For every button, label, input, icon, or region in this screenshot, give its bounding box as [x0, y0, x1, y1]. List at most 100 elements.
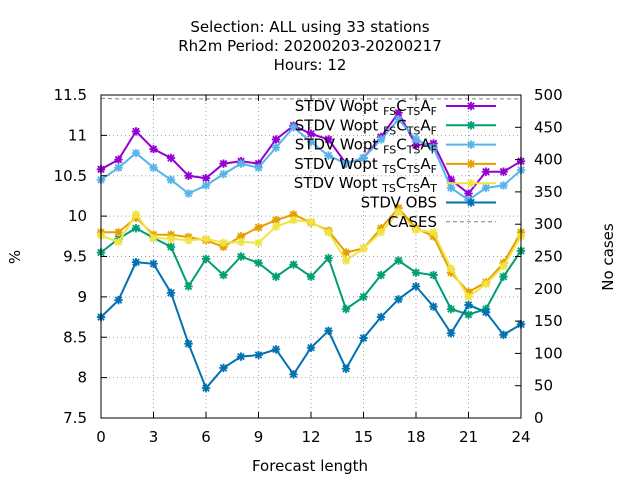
- data-point-series-5: [341, 256, 351, 265]
- legend-label-part: C: [396, 97, 406, 115]
- y-tick-label: 10.5: [54, 167, 87, 185]
- legend-label-part: F: [431, 144, 437, 157]
- data-point-series-5: [149, 233, 158, 243]
- data-point-series-2: [289, 260, 298, 269]
- data-point-series-6: [114, 295, 123, 305]
- data-point-series-2: [341, 304, 351, 314]
- legend-label-part: A: [420, 136, 431, 154]
- x-tick-label: 9: [254, 428, 264, 446]
- legend-entry-3: STDV Wopt FSCTSAF: [295, 136, 437, 157]
- data-point-series-2: [306, 272, 316, 281]
- data-point-series-1: [271, 135, 281, 144]
- data-point-series-4: [464, 287, 473, 297]
- data-point-series-1: [499, 167, 508, 176]
- legend-entry-6: STDV OBS: [361, 194, 437, 212]
- data-point-series-5: [184, 236, 193, 245]
- data-point-series-5: [324, 228, 333, 237]
- legend-marker-5: [466, 179, 476, 188]
- data-point-series-6: [481, 308, 491, 317]
- legend-label-part: FS: [383, 144, 396, 157]
- data-point-series-5: [359, 244, 368, 253]
- data-point-series-3: [341, 159, 351, 168]
- legend-label-part: F: [431, 124, 437, 137]
- data-point-series-6: [376, 312, 386, 322]
- ticks-layer: 0 3 6 9 12 15 18 21 24 7.5 8 8.5 9 9.5 10 10.5 11 11.5 0 50…: [54, 86, 563, 446]
- chart-title-line: Rh2m Period: 20200203-20200217: [178, 37, 442, 55]
- data-point-series-2: [464, 310, 473, 319]
- data-point-series-6: [394, 295, 403, 304]
- data-point-series-5: [114, 237, 123, 247]
- legend-label: STDV Wopt: [295, 97, 383, 115]
- legend-entry-7: CASES: [388, 213, 437, 231]
- legend-label-part: TS: [406, 163, 421, 176]
- legend-label: STDV Wopt: [294, 174, 382, 192]
- legend-label-part: TS: [406, 105, 421, 118]
- y-tick-label: 9.5: [63, 248, 87, 266]
- data-point-series-2: [131, 224, 141, 233]
- data-point-series-6: [271, 345, 281, 354]
- data-point-series-5: [376, 228, 386, 237]
- data-point-series-6: [166, 288, 176, 298]
- legend-marker-2: [466, 121, 476, 130]
- legend-label-part: A: [420, 97, 431, 115]
- x-tick-label: 21: [459, 428, 478, 446]
- data-point-series-5: [201, 234, 211, 243]
- data-point-series-2: [446, 304, 456, 314]
- data-point-series-1: [149, 144, 158, 154]
- data-point-series-2: [429, 270, 438, 280]
- data-point-series-3: [324, 151, 333, 160]
- chart-title-line: Selection: ALL using 33 stations: [190, 18, 429, 36]
- data-point-series-6: [254, 350, 263, 360]
- data-point-series-5: [219, 238, 228, 247]
- y2-tick-label: 300: [534, 215, 563, 233]
- data-point-series-5: [271, 222, 281, 231]
- legend-label: STDV Wopt: [295, 116, 383, 134]
- y-tick-label: 8.5: [63, 328, 87, 346]
- data-point-series-5: [446, 264, 456, 273]
- data-point-series-1: [219, 159, 228, 168]
- data-point-series-6: [341, 364, 351, 373]
- legend-label-part: TS: [405, 182, 420, 195]
- x-tick-label: 12: [301, 428, 320, 446]
- data-point-series-3: [254, 163, 263, 172]
- data-point-series-3: [236, 159, 246, 168]
- legend-label-part: C: [396, 136, 406, 154]
- legend-entry-2: STDV Wopt FSCTSAF: [295, 116, 437, 137]
- data-point-series-6: [359, 333, 368, 343]
- data-point-series-2: [201, 254, 211, 264]
- data-point-series-6: [429, 302, 438, 311]
- data-point-series-1: [184, 171, 193, 180]
- data-point-series-4: [341, 248, 351, 257]
- data-point-series-2: [376, 270, 386, 280]
- x-axis-label: Forecast length: [252, 457, 368, 475]
- y-tick-label: 9: [77, 288, 87, 306]
- data-point-series-3: [289, 123, 298, 132]
- data-point-series-5: [394, 207, 403, 217]
- data-point-series-6: [324, 326, 333, 335]
- data-point-series-5: [236, 237, 246, 247]
- data-point-series-3: [376, 135, 386, 144]
- legend-label-part: A: [420, 116, 431, 134]
- legend-label-part: FS: [383, 124, 396, 137]
- data-point-series-6: [131, 257, 141, 267]
- y2-tick-label: 400: [534, 151, 563, 169]
- data-point-series-5: [411, 225, 421, 235]
- series-layer: [96, 97, 526, 393]
- data-point-series-2: [184, 282, 193, 291]
- legend-label-part: FS: [383, 105, 396, 118]
- legend-label: STDV Wopt: [295, 136, 383, 154]
- data-point-series-3: [184, 189, 193, 198]
- data-point-series-5: [429, 228, 438, 237]
- y2-axis-label: No cases: [599, 223, 617, 291]
- y2-tick-label: 250: [534, 248, 563, 266]
- data-point-series-3: [114, 163, 123, 172]
- y2-tick-label: 50: [534, 377, 553, 395]
- data-point-series-3: [446, 183, 456, 193]
- legend-label-part: TS: [406, 144, 421, 157]
- data-point-series-1: [114, 155, 123, 164]
- data-point-series-3: [411, 135, 421, 144]
- data-point-series-6: [411, 282, 421, 291]
- y-tick-label: 10: [68, 207, 87, 225]
- legend-marker-6: [466, 198, 476, 207]
